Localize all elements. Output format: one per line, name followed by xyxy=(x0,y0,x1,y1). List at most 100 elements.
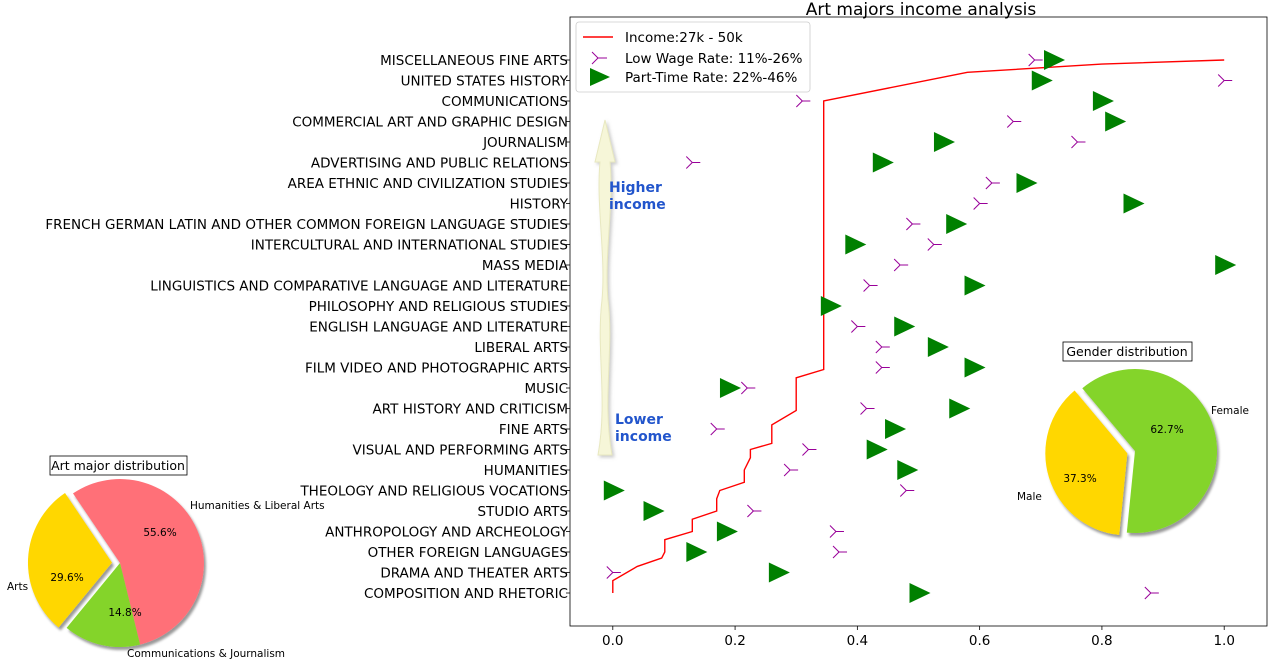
art-major-pie-slice xyxy=(27,493,113,628)
part-time-point xyxy=(1031,70,1053,91)
y-axis: COMPOSITION AND RHETORIC DRAMA AND THEATE… xyxy=(45,53,570,602)
low-wage-point xyxy=(1217,74,1233,87)
gender-pie-title: Gender distribution xyxy=(1066,344,1187,359)
low-wage-point xyxy=(893,258,909,272)
low-wage-point-stroke xyxy=(1006,115,1014,122)
low-wage-point-stroke xyxy=(899,484,907,491)
gender-pie-slice xyxy=(1082,369,1218,534)
art-major-pie-label-humanities: Humanities & Liberal Arts xyxy=(190,500,325,512)
low-wage-point-stroke xyxy=(875,346,883,354)
part-time-point xyxy=(964,275,986,296)
y-tick-label: ADVERTISING AND PUBLIC RELATIONS xyxy=(311,156,568,172)
part-time-point xyxy=(949,398,971,419)
y-tick-label: OTHER FOREIGN LANGUAGES xyxy=(368,545,568,561)
arrow-body xyxy=(594,119,616,456)
low-wage-point-stroke xyxy=(875,361,883,368)
low-wage-point-stroke xyxy=(1217,74,1225,81)
part-time-series xyxy=(603,50,1237,603)
low-wage-point xyxy=(906,217,921,231)
y-tick-label: UNITED STATES HISTORY xyxy=(401,74,569,90)
low-wage-point-stroke xyxy=(606,566,614,573)
low-wage-point-stroke xyxy=(985,182,993,190)
part-time-point xyxy=(1044,50,1066,70)
x-tick-label: 0.4 xyxy=(847,633,868,649)
low-wage-point-stroke xyxy=(1217,80,1225,87)
annotation-lower-income-line2: income xyxy=(615,429,672,445)
low-wage-point xyxy=(860,402,875,415)
part-time-point xyxy=(894,316,916,337)
y-tick-label: DRAMA AND THEATER ARTS xyxy=(380,566,568,582)
low-wage-point-stroke xyxy=(860,408,867,415)
low-wage-point xyxy=(795,94,811,108)
part-time-point xyxy=(885,419,907,439)
part-time-point xyxy=(820,296,842,316)
part-time-point xyxy=(716,521,738,542)
part-time-point xyxy=(927,337,949,357)
low-wage-point-stroke xyxy=(973,203,980,210)
low-wage-point xyxy=(829,525,844,538)
low-wage-point xyxy=(710,422,725,436)
main-chart-title: Art majors income analysis xyxy=(806,0,1037,20)
gender-pie-slices xyxy=(1045,369,1218,535)
low-wage-point xyxy=(685,156,701,169)
gender-pie-label-female: Female xyxy=(1211,405,1249,417)
part-time-point xyxy=(946,214,968,234)
low-wage-point xyxy=(927,238,942,251)
low-wage-point-stroke xyxy=(802,449,809,456)
legend-income-label: Income:27k - 50k xyxy=(625,30,743,46)
part-time-point xyxy=(866,439,888,460)
art-major-pie-label-communications: Communications & Journalism xyxy=(127,648,285,660)
part-time-point xyxy=(1092,91,1114,111)
y-tick-label: COMPOSITION AND RHETORIC xyxy=(364,586,568,602)
y-tick-label: INTERCULTURAL AND INTERNATIONAL STUDIES xyxy=(251,238,568,254)
y-tick-label: THEOLOGY AND RELIGIOUS VOCATIONS xyxy=(299,484,568,500)
low-wage-point-stroke xyxy=(802,443,809,450)
art-major-pie: Art major distribution 55.6% 14.8% 29.6%… xyxy=(7,455,325,660)
y-tick-label: ENGLISH LANGUAGE AND LITERATURE xyxy=(309,320,568,336)
y-tick-label: FINE ARTS xyxy=(499,422,568,438)
higher-income-arrow xyxy=(594,119,616,456)
legend-lowwage-swatch xyxy=(591,51,607,65)
gender-pie: Gender distribution 62.7% 37.3% Female M… xyxy=(1017,341,1249,535)
y-tick-label: LINGUISTICS AND COMPARATIVE LANGUAGE AND… xyxy=(150,279,568,295)
art-major-pie-title-box xyxy=(49,455,188,476)
x-tick-label: 0.8 xyxy=(1091,633,1112,649)
low-wage-point-stroke xyxy=(747,510,754,518)
low-wage-point-stroke xyxy=(1144,592,1152,600)
legend-lowwage-label: Low Wage Rate: 11%-26% xyxy=(625,51,803,67)
low-wage-point-stroke xyxy=(1006,121,1014,128)
low-wage-point-stroke xyxy=(740,387,748,395)
low-wage-point xyxy=(875,361,890,374)
gender-pie-slice xyxy=(1045,390,1128,535)
low-wage-point-stroke xyxy=(906,223,913,231)
part-time-point xyxy=(845,234,867,255)
main-plot-frame xyxy=(569,16,1268,627)
low-wage-point xyxy=(832,545,848,559)
low-wage-point xyxy=(899,484,915,497)
low-wage-point xyxy=(606,566,621,579)
low-wage-point-stroke xyxy=(710,428,718,436)
low-wage-point-stroke xyxy=(863,279,870,286)
low-wage-point-stroke xyxy=(927,244,935,251)
art-major-pie-title: Art major distribution xyxy=(51,458,185,473)
part-time-point xyxy=(897,460,919,480)
low-wage-point xyxy=(985,176,1000,190)
legend-parttime-label: Part-Time Rate: 22%-46% xyxy=(625,70,797,86)
y-tick-label: LIBERAL ARTS xyxy=(474,340,568,356)
low-wage-point xyxy=(1006,115,1022,128)
annotation-higher-income-line1: Higher xyxy=(609,180,662,196)
y-tick-label: COMMERCIAL ART AND GRAPHIC DESIGN xyxy=(292,115,568,131)
low-wage-point-stroke xyxy=(1071,135,1078,143)
y-tick-label: ART HISTORY AND CRITICISM xyxy=(373,402,568,418)
part-time-point xyxy=(933,132,955,152)
gender-pie-pct-female: 62.7% xyxy=(1150,424,1183,436)
annotation-higher-income-line2: income xyxy=(609,197,666,213)
gender-pie-pct-male: 37.3% xyxy=(1063,473,1096,485)
low-wage-point-stroke xyxy=(783,463,791,471)
low-wage-point-stroke xyxy=(710,422,718,430)
x-axis: 0.0 0.2 0.4 0.6 0.8 1.0 xyxy=(602,626,1235,649)
low-wage-point-stroke xyxy=(1144,586,1152,594)
x-tick-label: 1.0 xyxy=(1213,633,1234,649)
low-wage-point-stroke xyxy=(893,264,901,272)
